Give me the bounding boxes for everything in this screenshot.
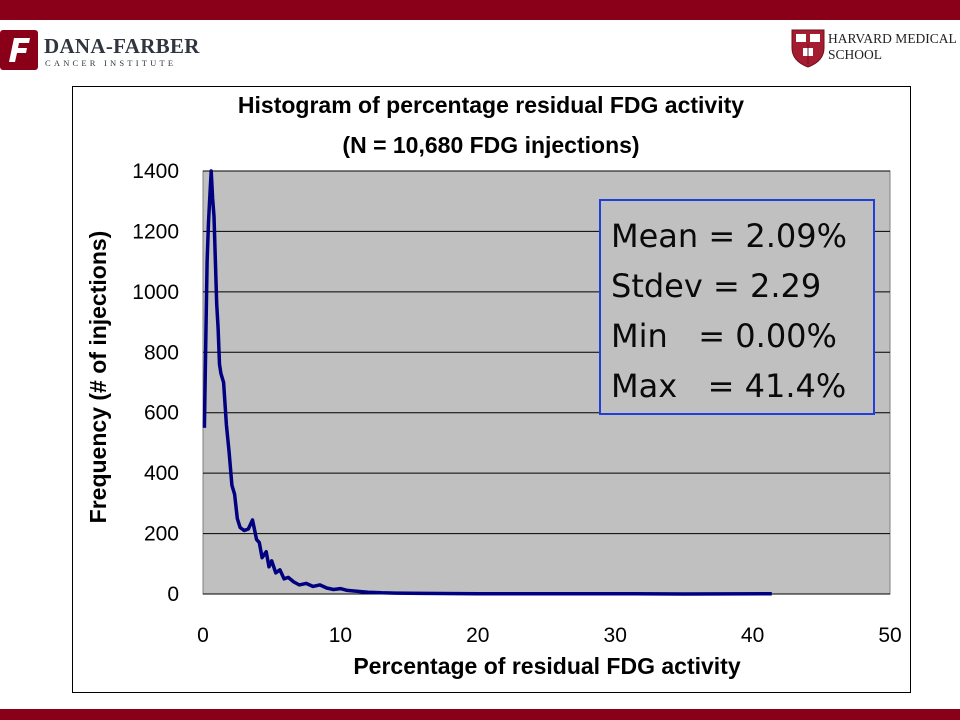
x-tick-labels: 0 10 20 30 40 50 <box>197 624 902 647</box>
x-tick-label: 30 <box>604 624 627 647</box>
y-axis-label: Frequency (# of injections) <box>85 231 111 524</box>
chart-title-line1: Histogram of percentage residual FDG act… <box>238 92 744 118</box>
stat-mean: Mean = 2.09% <box>611 217 847 255</box>
y-tick-labels: 0 200 400 600 800 1000 1200 1400 <box>132 160 179 606</box>
stat-max: Max = 41.4% <box>611 367 847 405</box>
dana-farber-name: DANA-FARBER <box>44 34 200 58</box>
x-axis-label: Percentage of residual FDG activity <box>353 653 741 679</box>
y-tick-label: 1400 <box>132 160 179 183</box>
stat-stdev: Stdev = 2.29 <box>611 267 822 305</box>
x-tick-label: 0 <box>197 624 209 647</box>
frequency-series-line <box>202 169 772 596</box>
x-tick-label: 40 <box>741 624 764 647</box>
x-tick-label: 50 <box>878 624 901 647</box>
y-tick-label: 1200 <box>132 220 179 243</box>
y-tick-label: 0 <box>167 583 179 606</box>
harvard-medical-school-logo: HARVARD MEDICAL SCHOOL <box>790 28 960 68</box>
y-tick-label: 200 <box>144 523 179 546</box>
harvard-shield-icon <box>791 29 825 68</box>
y-tick-label: 400 <box>144 462 179 485</box>
stat-min: Min = 0.00% <box>611 317 837 355</box>
hms-name-line1: HARVARD MEDICAL <box>828 31 957 46</box>
y-tick-label: 800 <box>144 341 179 364</box>
dana-farber-logo: DANA-FARBER CANCER INSTITUTE <box>0 26 200 72</box>
summary-statistics-box: Mean = 2.09% Stdev = 2.29 Min = 0.00% Ma… <box>599 199 875 415</box>
dana-farber-mark-icon <box>0 30 38 70</box>
hms-name-line2: SCHOOL <box>828 47 883 62</box>
x-tick-label: 20 <box>466 624 489 647</box>
x-tick-label: 10 <box>329 624 352 647</box>
y-tick-label: 600 <box>144 402 179 425</box>
top-brand-band <box>0 0 960 20</box>
dana-farber-subtitle: CANCER INSTITUTE <box>45 58 177 68</box>
chart-title-line2: (N = 10,680 FDG injections) <box>342 132 639 158</box>
y-tick-label: 1000 <box>132 281 179 304</box>
bottom-brand-band <box>0 709 960 720</box>
